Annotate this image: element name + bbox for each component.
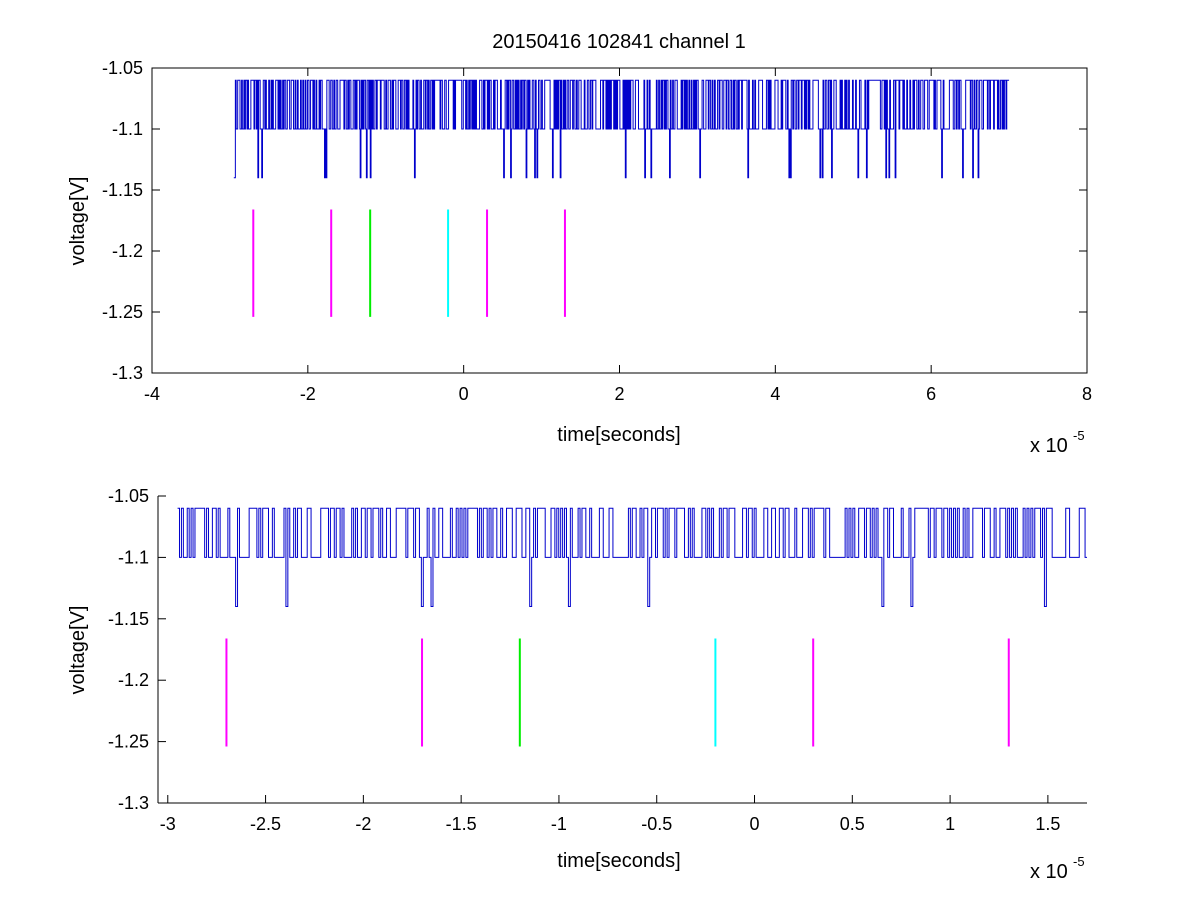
trigger-markers-top xyxy=(252,209,566,317)
x-tick-label: -1 xyxy=(551,814,567,834)
y-ticks-top: -1.3 -1.25 -1.2 -1.15 -1.1 -1.05 xyxy=(102,58,1087,383)
chart-title: 20150416 102841 channel 1 xyxy=(492,31,746,53)
subplot-bottom: -1.3 -1.25 -1.2 -1.15 -1.1 -1.05 -3 -2.5 -2 -1.5… xyxy=(67,486,1087,883)
x-tick-label: -2.5 xyxy=(250,814,281,834)
x-tick-label: 0 xyxy=(750,814,760,834)
y-tick-label: -1.05 xyxy=(102,58,143,78)
x-multiplier-bottom: x 10 xyxy=(1030,861,1068,883)
x-tick-label: -1.5 xyxy=(446,814,477,834)
y-tick-label: -1.1 xyxy=(118,547,149,567)
x-ticks-bottom: -3 -2.5 -2 -1.5 -1 -0.5 0 0.5 1 1.5 xyxy=(160,795,1060,834)
y-ticks-bottom: -1.3 -1.25 -1.2 -1.15 -1.1 -1.05 xyxy=(108,486,166,813)
y-tick-label: -1.2 xyxy=(118,670,149,690)
y-tick-label: -1.2 xyxy=(112,241,143,261)
x-tick-label: 0.5 xyxy=(840,814,865,834)
y-tick-label: -1.15 xyxy=(102,180,143,200)
y-tick-label: -1.1 xyxy=(112,119,143,139)
x-tick-label: 1 xyxy=(945,814,955,834)
y-tick-label: -1.15 xyxy=(108,609,149,629)
x-tick-label: 2 xyxy=(614,384,624,404)
y-tick-label: -1.3 xyxy=(112,363,143,383)
y-tick-label: -1.3 xyxy=(118,793,149,813)
trigger-markers-bottom xyxy=(225,638,1010,747)
voltage-trace-top xyxy=(233,79,1010,179)
y-tick-label: -1.25 xyxy=(102,302,143,322)
y-tick-label: -1.05 xyxy=(108,486,149,506)
y-axis-label-top: voltage[V] xyxy=(67,177,89,266)
x-multiplier-exponent-top: -5 xyxy=(1073,428,1085,443)
subplot-top: 20150416 102841 channel 1 -1.3-1.25-1.2-… xyxy=(67,31,1092,457)
x-tick-label: -3 xyxy=(160,814,176,834)
x-multiplier-top: x 10 xyxy=(1030,435,1068,457)
x-tick-label: 6 xyxy=(926,384,936,404)
y-axis-label-bottom: voltage[V] xyxy=(67,606,89,695)
voltage-trace-bottom xyxy=(177,507,1087,608)
x-axis-label-top: time[seconds] xyxy=(557,424,680,446)
x-axis-label-bottom: time[seconds] xyxy=(557,850,680,872)
x-tick-label: 8 xyxy=(1082,384,1092,404)
voltage-trace-line xyxy=(177,507,1087,608)
x-tick-label: -4 xyxy=(144,384,160,404)
x-tick-label: 1.5 xyxy=(1035,814,1060,834)
x-tick-label: -2 xyxy=(355,814,371,834)
voltage-trace-line xyxy=(233,79,1010,179)
x-ticks-top: -4 -2 0 2 4 6 8 xyxy=(144,68,1092,404)
x-tick-label: -0.5 xyxy=(641,814,672,834)
y-tick-label: -1.25 xyxy=(108,732,149,752)
x-multiplier-exponent-bottom: -5 xyxy=(1073,854,1085,869)
x-tick-label: 0 xyxy=(459,384,469,404)
x-tick-label: 4 xyxy=(770,384,780,404)
x-tick-label: -2 xyxy=(300,384,316,404)
